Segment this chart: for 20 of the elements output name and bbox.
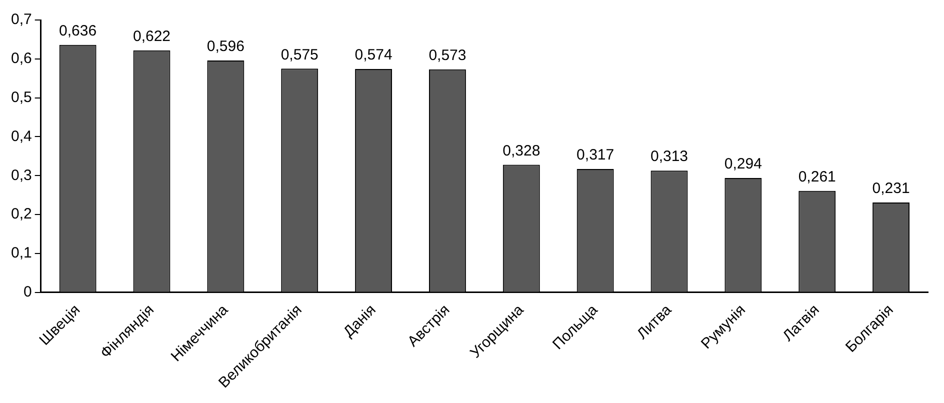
data-label: 0,596 <box>206 38 244 56</box>
data-label: 0,261 <box>798 168 836 186</box>
data-label: 0,317 <box>576 146 614 164</box>
data-label: 0,313 <box>650 148 688 166</box>
y-tick-label: 0,1 <box>10 244 32 262</box>
y-tick-label: 0 <box>24 284 32 301</box>
data-label: 0,294 <box>724 156 762 173</box>
data-label: 0,573 <box>428 47 466 64</box>
y-tick-label: 0,2 <box>10 206 32 223</box>
data-label: 0,622 <box>132 28 171 45</box>
y-tick-label: 0,3 <box>10 166 32 184</box>
y-tick-label: 0,5 <box>10 88 32 106</box>
data-label: 0,231 <box>872 180 910 198</box>
data-label: 0,636 <box>59 22 97 40</box>
y-tick-label: 0,4 <box>10 128 32 145</box>
y-tick-label: 0,6 <box>10 50 32 68</box>
data-label: 0,574 <box>354 46 392 64</box>
data-label: 0,575 <box>280 46 318 64</box>
y-tick-label: 0,7 <box>10 11 32 28</box>
data-label: 0,328 <box>502 142 540 160</box>
